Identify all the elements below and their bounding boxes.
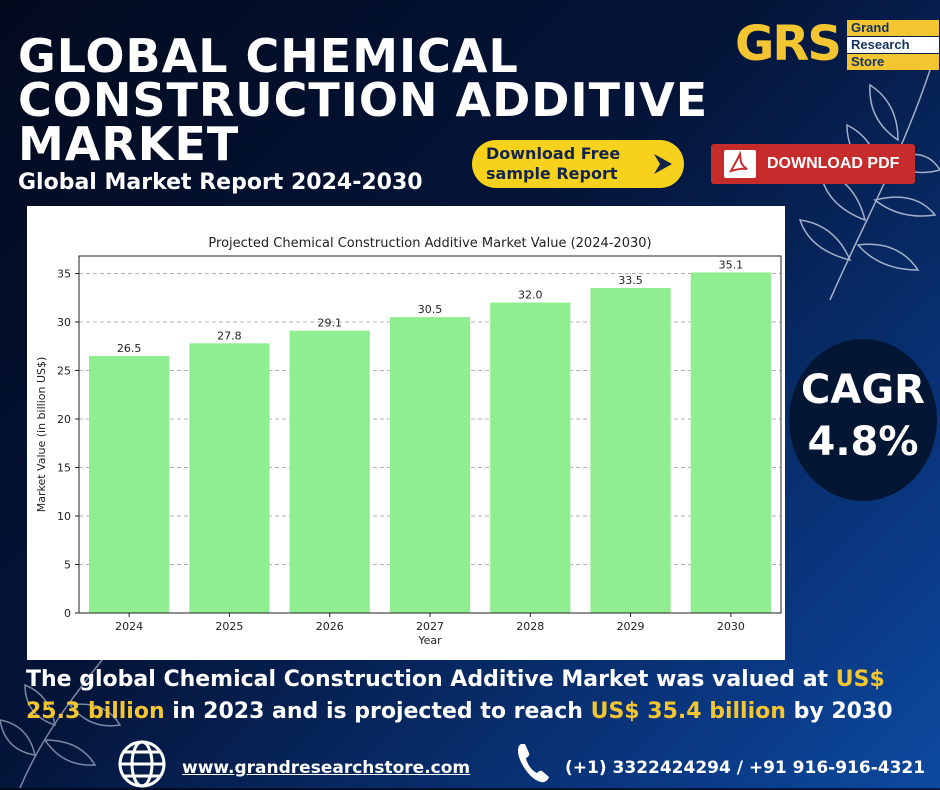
bar-chart: Projected Chemical Construction Additive… — [35, 236, 782, 647]
website-link[interactable]: www.grandresearchstore.com — [182, 758, 471, 778]
bar — [490, 302, 571, 613]
phone-number: (+1) 3322424294 / +91 916-916-4321 — [565, 758, 926, 778]
y-axis-label: Market Value (in billion US$) — [35, 357, 48, 513]
x-tick-label: 2024 — [115, 620, 143, 633]
summary-text-1: The global Chemical Construction Additiv… — [26, 667, 836, 692]
leaf-decoration-icon — [0, 649, 122, 788]
market-summary: The global Chemical Construction Additiv… — [26, 664, 926, 728]
bar-value-label: 27.8 — [217, 329, 242, 342]
bar-value-label: 29.1 — [317, 317, 342, 330]
summary-value-2030: US$ 35.4 billion — [590, 699, 786, 724]
x-tick-label: 2028 — [516, 620, 544, 633]
y-tick-label: 5 — [64, 558, 71, 571]
cagr-badge: CAGR 4.8% — [789, 339, 937, 501]
y-tick-label: 25 — [57, 364, 71, 377]
y-tick-label: 0 — [64, 607, 71, 620]
logo-line-grand: Grand — [847, 20, 939, 36]
phone-icon — [518, 744, 549, 783]
logo-line-research: Research — [847, 37, 939, 53]
plot-frame — [78, 255, 782, 614]
download-sample-label-line2: sample Report — [486, 164, 618, 183]
download-sample-label-line1: Download Free — [486, 144, 621, 163]
x-tick-label: 2030 — [717, 620, 745, 633]
chart-panel: Projected Chemical Construction Additive… — [27, 206, 785, 660]
bar — [289, 330, 370, 613]
bar — [389, 317, 471, 613]
x-tick-label: 2025 — [215, 620, 243, 633]
bar-value-label: 33.5 — [618, 274, 643, 287]
bar — [690, 272, 771, 613]
cagr-label: CAGR — [801, 367, 925, 413]
page-subtitle: Global Market Report 2024-2030 — [18, 170, 423, 195]
arrow-right-icon — [654, 154, 672, 174]
globe-icon — [118, 740, 166, 788]
pdf-file-icon — [724, 150, 756, 178]
x-axis-label: Year — [417, 634, 442, 647]
bar-value-label: 32.0 — [518, 289, 543, 302]
bar-value-label: 35.1 — [719, 258, 744, 271]
x-tick-label: 2026 — [316, 620, 344, 633]
summary-text-2: in 2023 and is projected to reach — [164, 699, 591, 724]
brand-logo: GRS Grand Research Store — [735, 16, 939, 72]
bar-value-label: 26.5 — [117, 342, 141, 355]
download-pdf-button[interactable]: DOWNLOAD PDF — [711, 144, 915, 184]
logo-line-store: Store — [847, 54, 939, 70]
y-tick-label: 10 — [57, 510, 71, 523]
x-tick-label: 2029 — [617, 620, 645, 633]
chart-title: Projected Chemical Construction Additive… — [208, 236, 651, 251]
download-sample-button[interactable]: Download Free sample Report — [472, 140, 684, 188]
download-pdf-label: DOWNLOAD PDF — [767, 155, 900, 172]
bar-value-label: 30.5 — [418, 303, 443, 316]
y-tick-label: 20 — [57, 413, 71, 426]
y-tick-label: 35 — [57, 267, 71, 280]
y-tick-label: 30 — [57, 316, 71, 329]
y-tick-label: 15 — [57, 461, 71, 474]
logo-initials: GRS — [735, 16, 842, 72]
bar — [89, 355, 170, 613]
page-title: GLOBAL CHEMICAL CONSTRUCTION ADDITIVE MA… — [18, 29, 709, 171]
bar — [189, 343, 270, 613]
bar — [590, 288, 671, 613]
summary-text-3: by 2030 — [785, 699, 893, 724]
cagr-value: 4.8% — [807, 419, 919, 465]
summary-value-2023: US$ 25.3 billion — [26, 667, 885, 724]
x-tick-label: 2027 — [416, 620, 444, 633]
leaf-decoration-icon — [798, 69, 940, 300]
